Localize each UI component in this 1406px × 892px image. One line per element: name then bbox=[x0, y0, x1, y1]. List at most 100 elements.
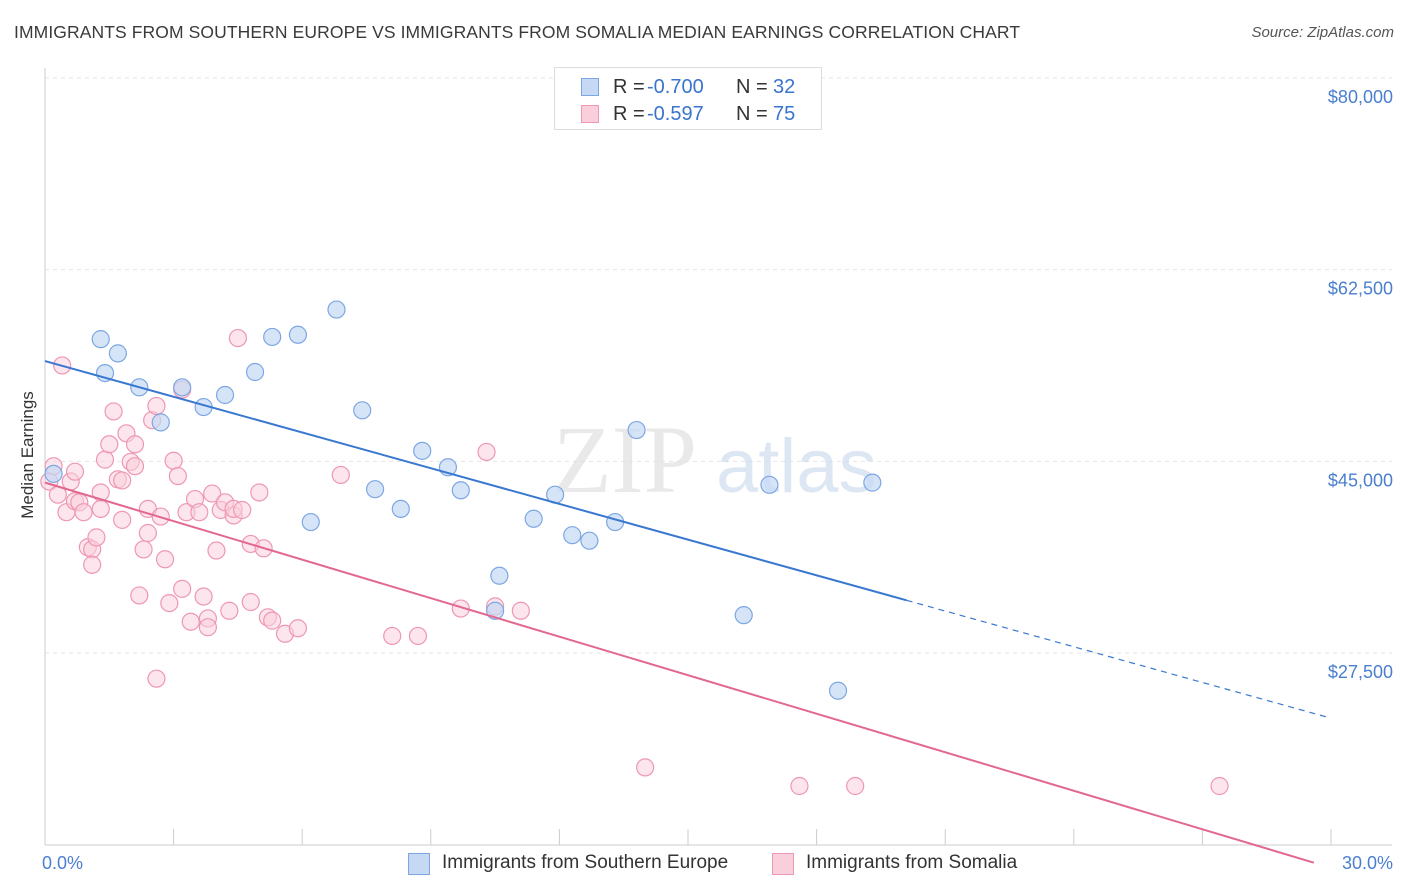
somalia-point bbox=[104, 402, 123, 421]
watermark-zip: ZIP bbox=[553, 406, 697, 513]
somalia-point bbox=[846, 776, 865, 796]
somalia-point bbox=[477, 442, 496, 462]
southern-europe-point bbox=[391, 499, 410, 519]
somalia-point bbox=[164, 451, 183, 470]
southern-europe-point bbox=[365, 480, 385, 499]
somalia-point bbox=[220, 601, 239, 620]
trend-lines bbox=[44, 360, 1327, 864]
x-tick-label: 30.0% bbox=[1342, 853, 1393, 873]
southern-europe-point bbox=[413, 441, 432, 460]
southern-europe-point bbox=[563, 526, 582, 545]
southern-europe-point bbox=[245, 362, 265, 382]
somalia-point bbox=[138, 523, 157, 543]
somalia-point bbox=[113, 471, 132, 490]
legend-n-value: 75 bbox=[773, 103, 796, 125]
somalia-point bbox=[130, 586, 149, 605]
somalia-point bbox=[288, 619, 308, 638]
legend-swatch-pink bbox=[581, 105, 599, 123]
southern-europe-point bbox=[108, 344, 127, 363]
legend-label-southern-europe: Immigrants from Southern Europe bbox=[442, 852, 729, 873]
chart-title: IMMIGRANTS FROM SOUTHERN EUROPE VS IMMIG… bbox=[14, 22, 1021, 42]
somalia-point bbox=[241, 592, 260, 612]
southern-europe-point bbox=[486, 601, 505, 620]
legend-n-value: 32 bbox=[773, 76, 796, 98]
somalia-point bbox=[155, 550, 175, 569]
somalia-point bbox=[451, 599, 470, 618]
southern-europe-point bbox=[734, 606, 753, 625]
legend-swatch-pink bbox=[772, 853, 794, 875]
somalia-point bbox=[181, 612, 200, 631]
southern-europe-point bbox=[451, 481, 470, 500]
legend-label-somalia: Immigrants from Somalia bbox=[806, 852, 1018, 873]
somalia-point bbox=[65, 462, 85, 481]
somalia-point bbox=[147, 396, 166, 416]
somalia-point bbox=[408, 626, 428, 646]
somalia-point bbox=[190, 503, 209, 522]
somalia-point bbox=[511, 601, 530, 620]
southern-europe-point bbox=[760, 475, 779, 494]
y-tick-label: $80,000 bbox=[1328, 87, 1393, 107]
southern-europe-point bbox=[91, 330, 110, 349]
somalia-point bbox=[203, 484, 222, 503]
somalia-point bbox=[74, 503, 93, 522]
somalia-point bbox=[228, 328, 247, 348]
y-tick-label: $45,000 bbox=[1328, 470, 1393, 490]
legend-n-label: N = bbox=[736, 103, 768, 125]
legend-swatch-blue bbox=[581, 78, 599, 96]
southern-europe-point bbox=[490, 566, 509, 585]
southern-europe-point bbox=[828, 681, 848, 700]
somalia-point bbox=[790, 776, 809, 796]
x-tick-label: 0.0% bbox=[42, 853, 83, 873]
southern-europe-point bbox=[215, 385, 235, 405]
somalia-point bbox=[125, 457, 145, 476]
southern-europe-point bbox=[627, 420, 646, 440]
legend-r-value: -0.700 bbox=[647, 76, 704, 98]
somalia-point bbox=[95, 450, 115, 469]
somalia-point bbox=[263, 611, 282, 630]
somalia-point bbox=[173, 579, 192, 598]
x-tick-labels: 0.0% 30.0% bbox=[42, 853, 1393, 873]
southern-europe-trendline bbox=[44, 360, 907, 602]
southern-europe-point bbox=[288, 325, 308, 344]
southern-europe-trendline-extension bbox=[906, 599, 1327, 718]
axes bbox=[44, 68, 1392, 846]
somalia-point bbox=[1210, 776, 1229, 796]
correlation-legend: R = -0.700 N = 32 R = -0.597 N = 75 bbox=[554, 67, 822, 130]
southern-europe-point bbox=[863, 473, 882, 492]
watermark-atlas: atlas bbox=[716, 424, 877, 509]
southern-europe-point bbox=[327, 300, 346, 319]
somalia-point bbox=[636, 758, 655, 777]
somalia-point bbox=[168, 466, 187, 486]
southern-europe-point bbox=[44, 464, 63, 483]
somalia-point bbox=[331, 465, 350, 485]
legend-r-label: R = bbox=[613, 76, 645, 98]
southern-europe-point bbox=[353, 401, 372, 420]
southern-europe-point bbox=[580, 531, 599, 550]
y-axis-label: Median Earnings bbox=[18, 391, 37, 519]
somalia-point bbox=[160, 593, 179, 613]
somalia-trendline bbox=[44, 481, 1315, 864]
somalia-point bbox=[134, 540, 153, 559]
watermark: ZIP atlas bbox=[553, 406, 877, 513]
somalia-point bbox=[83, 555, 102, 574]
somalia-point bbox=[113, 510, 132, 529]
somalia-point bbox=[198, 618, 217, 637]
somalia-point bbox=[100, 435, 119, 454]
y-tick-labels: $80,000 $62,500 $45,000 $27,500 bbox=[1328, 87, 1393, 682]
southern-europe-point bbox=[263, 327, 282, 347]
southern-europe-point bbox=[173, 378, 192, 397]
legend-r-value: -0.597 bbox=[647, 103, 704, 125]
somalia-point bbox=[207, 541, 226, 560]
somalia-points bbox=[40, 328, 1229, 796]
somalia-point bbox=[194, 587, 213, 606]
southern-europe-point bbox=[301, 512, 320, 532]
legend-swatch-blue bbox=[408, 853, 430, 875]
somalia-point bbox=[125, 435, 145, 454]
somalia-point bbox=[250, 483, 269, 502]
southern-europe-point bbox=[524, 509, 543, 528]
somalia-point bbox=[147, 669, 166, 688]
somalia-point bbox=[383, 626, 402, 646]
southern-europe-point bbox=[151, 413, 170, 432]
somalia-point bbox=[87, 528, 106, 547]
